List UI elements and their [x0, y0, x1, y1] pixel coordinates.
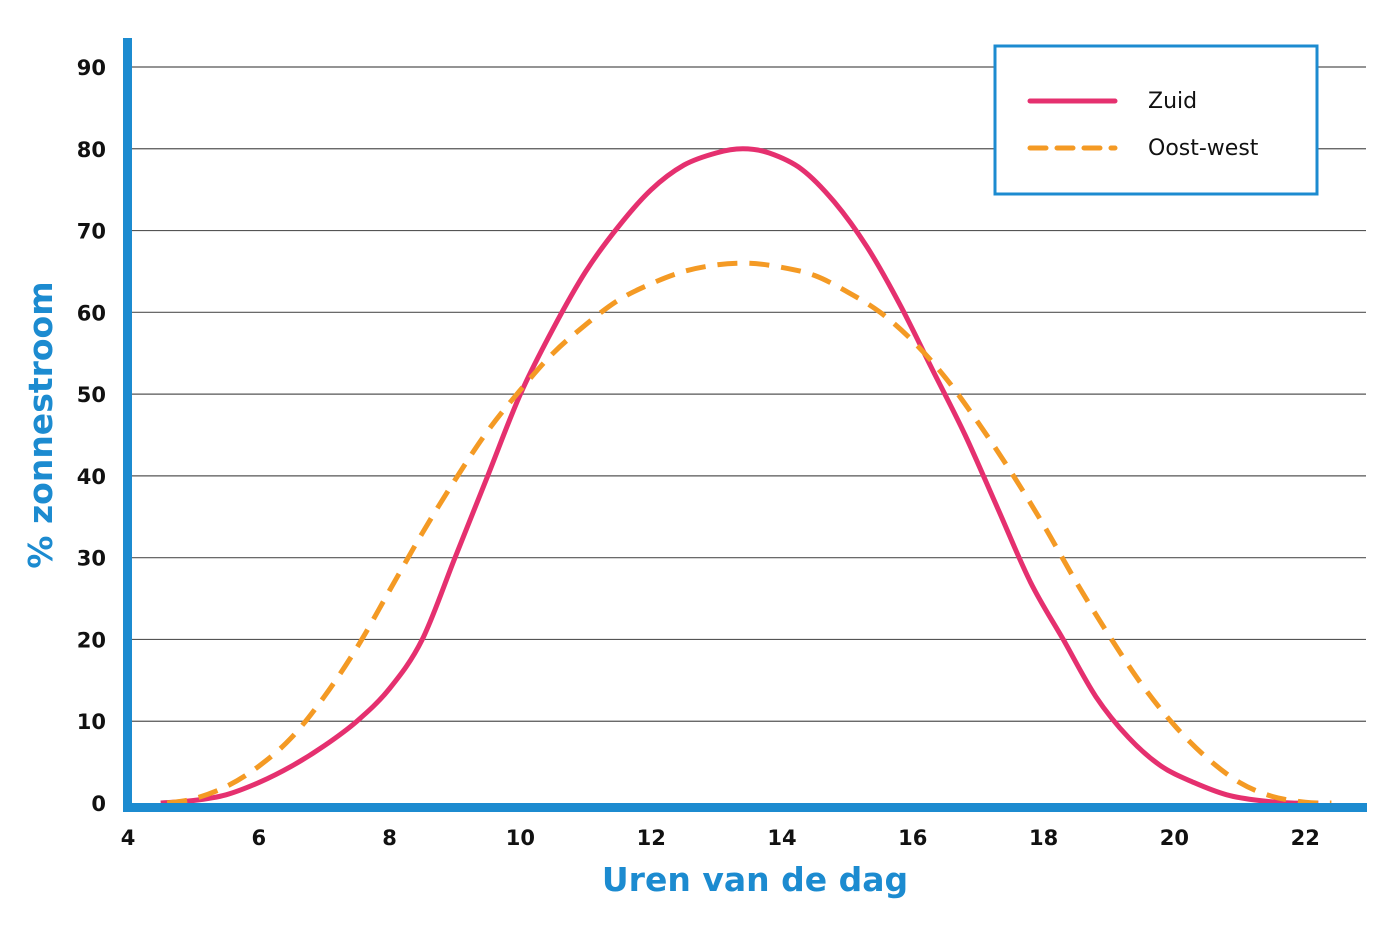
series-line-zuid — [160, 146, 1319, 806]
x-tick-label-14: 14 — [767, 826, 796, 850]
x-tick-label-16: 16 — [898, 826, 927, 850]
x-axis-title: Uren van de dag — [602, 860, 908, 899]
x-axis-line — [123, 803, 1367, 812]
y-axis-title: % zonnestroom — [21, 281, 60, 568]
legend-label-oost-west: Oost-west — [1148, 136, 1259, 161]
gridlines — [128, 66, 1366, 722]
x-tick-label-22: 22 — [1291, 826, 1320, 850]
y-tick-label-0: 0 — [91, 792, 106, 816]
x-axis-ticks: 4 6 8 10 12 14 16 18 20 22 — [121, 826, 1320, 850]
y-tick-label-90: 90 — [77, 56, 106, 80]
legend: Zuid Oost-west — [993, 44, 1319, 196]
y-axis-line — [123, 38, 132, 812]
x-tick-label-4: 4 — [121, 826, 136, 850]
x-tick-label-12: 12 — [637, 826, 666, 850]
series-lines — [160, 146, 1332, 806]
legend-label-zuid: Zuid — [1148, 89, 1197, 114]
y-axis-ticks: 0 10 20 30 40 50 60 70 80 90 — [77, 56, 106, 816]
y-tick-label-10: 10 — [77, 710, 106, 734]
x-tick-label-6: 6 — [251, 826, 266, 850]
x-tick-label-20: 20 — [1160, 826, 1189, 850]
legend-box — [993, 44, 1319, 196]
y-tick-label-80: 80 — [77, 138, 106, 162]
x-tick-label-10: 10 — [506, 826, 535, 850]
y-tick-label-50: 50 — [77, 383, 106, 407]
y-tick-label-20: 20 — [77, 628, 106, 652]
y-tick-label-70: 70 — [77, 220, 106, 244]
series-line-oost-west — [166, 260, 1332, 806]
y-tick-label-40: 40 — [77, 465, 106, 489]
y-tick-label-60: 60 — [77, 301, 106, 325]
x-tick-label-8: 8 — [382, 826, 397, 850]
x-tick-label-18: 18 — [1029, 826, 1058, 850]
y-tick-label-30: 30 — [77, 547, 106, 571]
